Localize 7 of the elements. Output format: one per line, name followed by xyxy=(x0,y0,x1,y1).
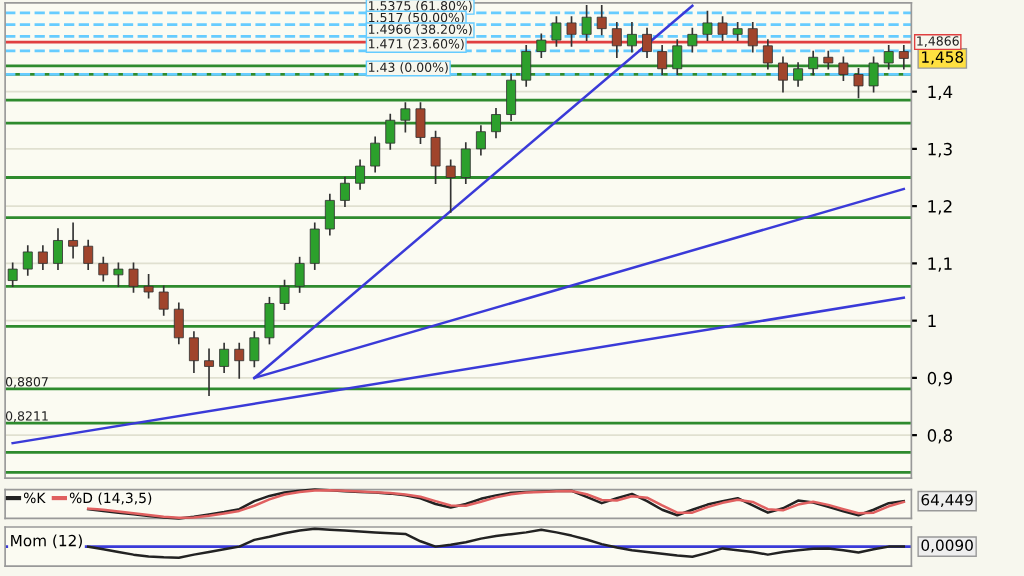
y-tick-label: 1,2 xyxy=(928,200,952,215)
y-tick-label: 0,8 xyxy=(927,429,952,444)
y-tick-label: 1,3 xyxy=(928,142,952,158)
y-tick-label: 1 xyxy=(928,314,936,327)
y-tick-label: 0,9 xyxy=(927,371,952,387)
y-tick-label: 1,1 xyxy=(928,257,952,272)
y-tick-label: 1,4 xyxy=(928,85,953,100)
